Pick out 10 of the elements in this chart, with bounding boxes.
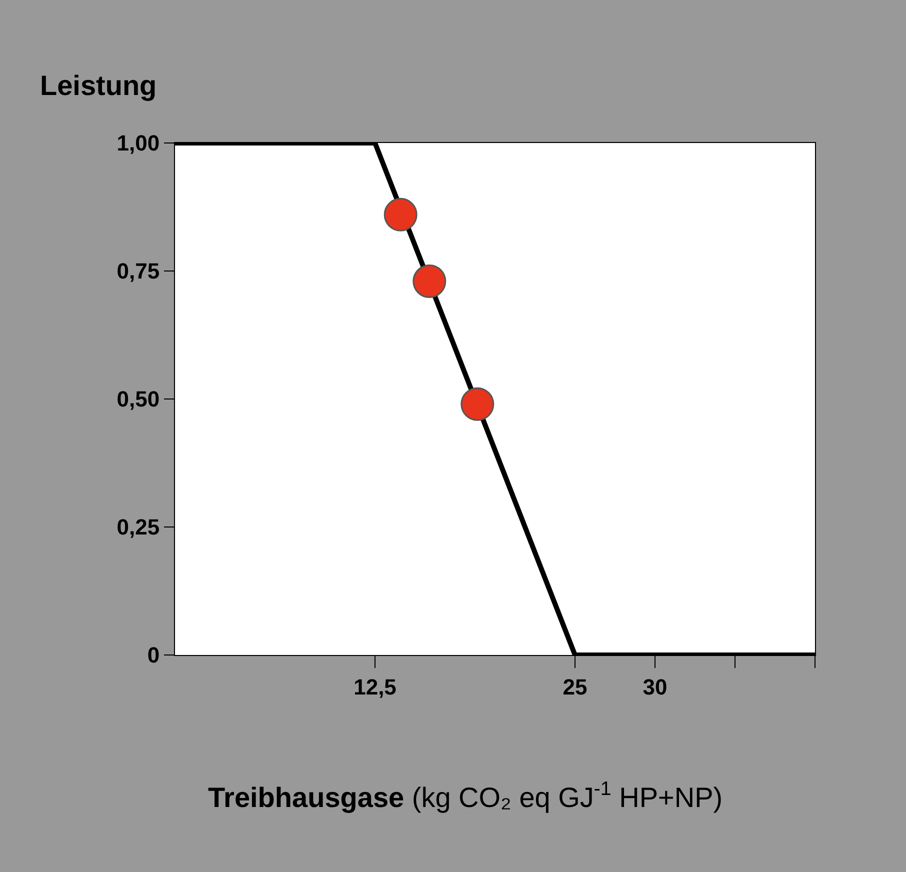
x-tick-label: 30 <box>642 674 668 700</box>
x-tick-label: 25 <box>562 674 588 700</box>
y-axis-title: Leistung <box>40 70 157 101</box>
x-axis-title: Treibhausgase (kg CO₂ eq GJ$^{-1}$ HP+NP) <box>208 778 723 813</box>
y-tick-label: 0,50 <box>116 386 160 412</box>
x-tick-label: 12,5 <box>354 674 396 700</box>
y-tick-label: 1,00 <box>116 130 160 156</box>
y-tick-label: 0,75 <box>116 258 160 284</box>
y-tick-label: 0 <box>147 642 160 668</box>
y-tick-label: 0,25 <box>116 514 160 540</box>
